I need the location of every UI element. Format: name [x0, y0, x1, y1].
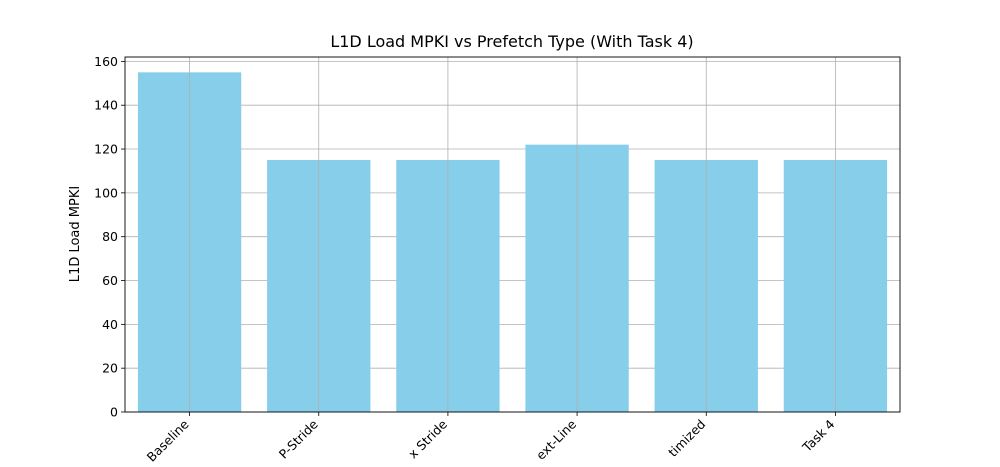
x-grid-layer [189, 57, 836, 412]
y-axis-label: L1D Load MPKI [68, 186, 83, 282]
grid-layer [125, 60, 900, 413]
chart-title: L1D Load MPKI vs Prefetch Type (With Tas… [330, 32, 693, 51]
y-tick-label: 40 [102, 317, 118, 332]
y-tick-label: 160 [94, 54, 118, 69]
x-tick-label: x Stride [405, 416, 450, 461]
x-tick-label: ext-Line [533, 416, 579, 462]
y-tick-label: 140 [94, 98, 118, 113]
bar-layer [137, 72, 888, 412]
y-tick-label: 120 [94, 142, 118, 157]
x-tick-label: Baseline [144, 416, 192, 463]
y-tick-label: 100 [94, 185, 118, 200]
x-tick-label: P-Stride [276, 416, 321, 461]
plot-frame [124, 56, 901, 413]
y-tick-label: 20 [102, 361, 118, 376]
x-tick-label: Task 4 [799, 416, 838, 455]
x-tick-label: timized [665, 417, 708, 460]
y-tick-label: 0 [110, 405, 118, 420]
y-tick-label: 80 [102, 229, 118, 244]
y-tick-label: 60 [102, 273, 118, 288]
